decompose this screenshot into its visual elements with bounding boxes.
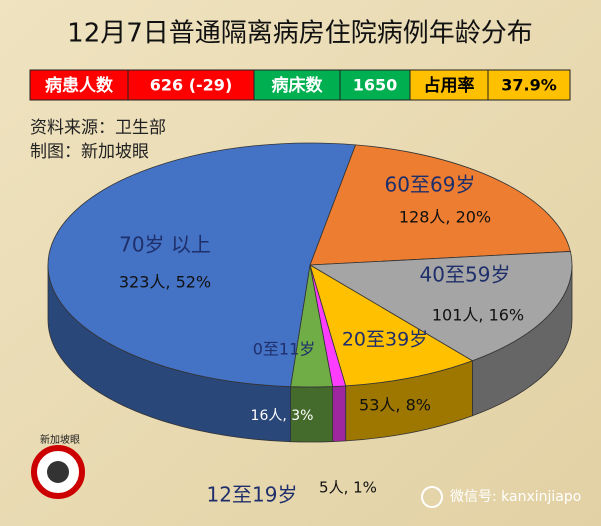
source: 资料来源：卫生部: [30, 118, 166, 138]
value-label: 101人, 16%: [432, 306, 524, 325]
stat-label: 病患人数: [45, 75, 114, 96]
stat-value: 1650: [353, 76, 398, 95]
watermark-text: 微信号: kanxinjiapo: [450, 489, 581, 505]
slice: [309, 144, 571, 266]
stat-label-cell: [253, 69, 341, 101]
stat-value-cell: [127, 69, 255, 101]
chart-title: 12月7日普通隔离病房住院病例年龄分布: [67, 19, 533, 49]
watermark: 微信号: kanxinjiapo: [421, 486, 581, 508]
logo-text: 新加坡眼: [40, 433, 80, 446]
slice: [47, 142, 357, 388]
slice-label: 0至11岁: [253, 340, 316, 359]
value-label: 128人, 20%: [399, 208, 491, 227]
stat-value: 37.9%: [501, 76, 557, 95]
stat-label: 占用率: [424, 75, 475, 96]
value-label: 5人, 1%: [319, 479, 377, 497]
logo: 新加坡眼: [31, 433, 85, 499]
slice: [309, 264, 474, 387]
slice: [308, 251, 573, 362]
author: 制图：新加坡眼: [30, 142, 149, 162]
stat-label-cell: [409, 69, 489, 101]
value-label: 323人, 52%: [119, 273, 211, 292]
stat-value-cell: [339, 69, 411, 101]
pie-tops: [47, 142, 573, 388]
stat-label: 病床数: [272, 75, 324, 96]
pie-sides: [47, 264, 573, 443]
slice-side: [332, 385, 347, 442]
slice-label: 60至69岁: [385, 173, 476, 197]
slice-label: 12至19岁: [207, 483, 298, 507]
stat-value-cell: [487, 69, 571, 101]
value-label: 53人, 8%: [359, 396, 431, 415]
slice-label: 20至39岁: [342, 329, 428, 351]
slice-label: 40至59岁: [420, 263, 511, 287]
value-label: 16人, 3%: [251, 408, 314, 424]
stat-value: 626 (-29): [150, 76, 233, 95]
slice-label: 70岁 以上: [119, 233, 211, 257]
